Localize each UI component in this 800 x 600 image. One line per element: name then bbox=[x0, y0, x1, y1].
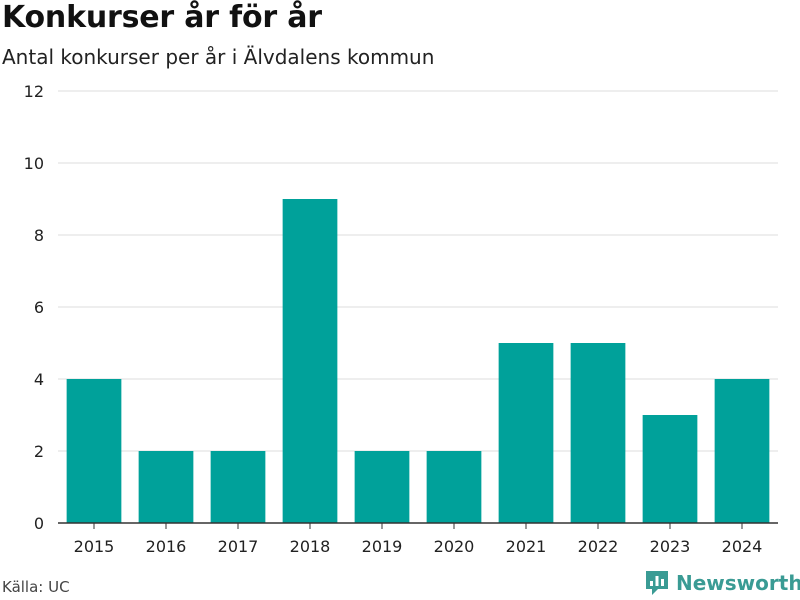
y-tick-label: 4 bbox=[34, 370, 44, 389]
x-tick-label: 2017 bbox=[218, 537, 259, 556]
y-tick-label: 2 bbox=[34, 442, 44, 461]
bar-2024 bbox=[714, 379, 770, 523]
brand-logo: Newsworthy bbox=[644, 568, 800, 598]
bar-2017 bbox=[210, 451, 266, 523]
x-tick-label: 2023 bbox=[650, 537, 691, 556]
brand-name: Newsworthy bbox=[676, 571, 800, 595]
bars bbox=[66, 199, 770, 523]
bar-2021 bbox=[498, 343, 554, 523]
bar-2015 bbox=[66, 379, 122, 523]
y-axis-ticks: 0 2 4 6 8 10 12 bbox=[24, 82, 44, 533]
x-tick-label: 2019 bbox=[362, 537, 403, 556]
grid-lines bbox=[58, 90, 778, 452]
chart-subtitle: Antal konkurser per år i Älvdalens kommu… bbox=[2, 45, 435, 69]
x-tick-label: 2016 bbox=[146, 537, 187, 556]
bar-2022 bbox=[570, 343, 626, 523]
x-axis-ticks: 2015 2016 2017 2018 2019 2020 2021 2022 2023 2024 bbox=[74, 523, 763, 556]
x-tick-label: 2024 bbox=[722, 537, 763, 556]
y-tick-label: 10 bbox=[24, 154, 44, 173]
x-tick-label: 2020 bbox=[434, 537, 475, 556]
y-tick-label: 8 bbox=[34, 226, 44, 245]
chart-title: Konkurser år för år bbox=[2, 0, 322, 35]
x-tick-label: 2021 bbox=[506, 537, 547, 556]
y-tick-label: 12 bbox=[24, 82, 44, 101]
y-tick-label: 0 bbox=[34, 514, 44, 533]
bar-2018 bbox=[282, 199, 338, 523]
bar-2020 bbox=[426, 451, 482, 523]
x-tick-label: 2015 bbox=[74, 537, 115, 556]
bar-2016 bbox=[138, 451, 194, 523]
bar-2023 bbox=[642, 415, 698, 523]
y-tick-label: 6 bbox=[34, 298, 44, 317]
newsworthy-logo-icon bbox=[646, 571, 668, 595]
bar-2019 bbox=[354, 451, 410, 523]
x-tick-label: 2022 bbox=[578, 537, 619, 556]
x-tick-label: 2018 bbox=[290, 537, 331, 556]
source-note: Källa: UC bbox=[2, 578, 70, 596]
